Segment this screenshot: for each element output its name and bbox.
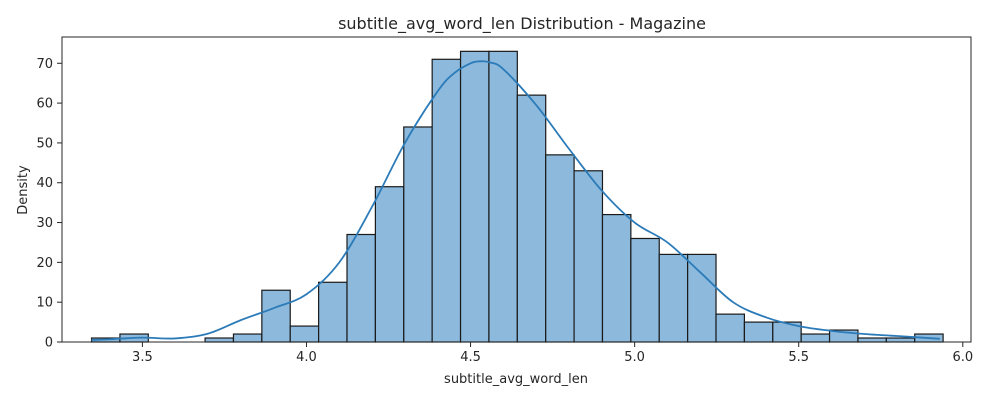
- x-axis-ticks: 3.5 4.0 4.5 5.0 5.5 6.0: [132, 342, 973, 365]
- y-axis-label: Density: [16, 165, 31, 215]
- histogram-bar: [687, 253, 717, 343]
- x-tick-label: 4.0: [296, 350, 317, 365]
- histogram-bar: [885, 337, 916, 343]
- y-tick-label: 50: [36, 136, 53, 151]
- plot-frame: [61, 36, 972, 343]
- x-axis-label: subtitle_avg_word_len: [444, 372, 588, 387]
- histogram-bar: [573, 170, 604, 343]
- histogram-bar: [488, 50, 518, 343]
- y-tick-label: 70: [36, 57, 53, 72]
- x-tick-label: 4.5: [460, 350, 481, 365]
- y-tick-label: 40: [36, 176, 53, 191]
- histogram-bar: [346, 233, 376, 343]
- histogram-bar: [289, 325, 320, 343]
- histogram-bar: [431, 58, 462, 343]
- y-tick-label: 20: [36, 256, 53, 271]
- x-tick-label: 6.0: [952, 350, 973, 365]
- x-tick-label: 5.0: [624, 350, 645, 365]
- histogram-bar: [204, 337, 235, 343]
- bars-group: [90, 50, 944, 343]
- histogram-bar: [743, 321, 774, 343]
- histogram-bar: [658, 253, 689, 343]
- y-axis-ticks: 0 10 20 30 40 50 60 70: [36, 57, 62, 351]
- histogram-bar: [630, 237, 660, 343]
- histogram-bar: [459, 50, 490, 343]
- chart-title: subtitle_avg_word_len Distribution - Mag…: [338, 14, 706, 34]
- x-tick-label: 5.5: [788, 350, 809, 365]
- histogram-bar: [800, 333, 831, 343]
- y-tick-label: 30: [36, 216, 53, 231]
- histogram-bar: [261, 289, 291, 343]
- y-tick-label: 10: [36, 296, 53, 311]
- histogram-bar: [232, 333, 263, 343]
- histogram-bar: [403, 126, 433, 343]
- histogram-bar: [318, 281, 348, 343]
- y-tick-label: 0: [45, 336, 53, 351]
- histogram-bar: [545, 154, 575, 343]
- histogram-bar: [516, 94, 547, 343]
- y-tick-label: 60: [36, 97, 53, 112]
- histogram-bar: [601, 213, 632, 343]
- histogram-bar: [374, 186, 405, 343]
- kde-line: [91, 60, 940, 341]
- x-tick-label: 3.5: [132, 350, 153, 365]
- histogram-bar: [857, 337, 887, 343]
- histogram-bar: [715, 313, 746, 343]
